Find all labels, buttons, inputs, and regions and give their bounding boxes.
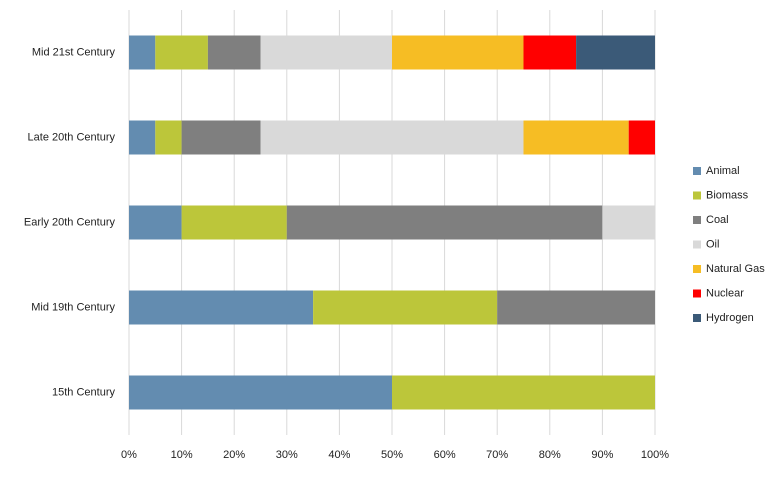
x-tick-label: 20%: [223, 449, 245, 461]
bar-segment: [392, 375, 655, 410]
bar-segment: [392, 35, 524, 70]
legend-label: Oil: [706, 238, 719, 250]
legend-label: Nuclear: [706, 287, 744, 299]
legend-swatch: [693, 191, 701, 200]
legend-swatch: [693, 240, 701, 249]
legend-label: Natural Gas: [706, 263, 765, 275]
bar-segment: [286, 205, 603, 240]
legend-swatch: [693, 289, 701, 298]
bar-segment: [129, 120, 156, 155]
legend-label: Coal: [706, 214, 729, 226]
x-tick-label: 0%: [121, 449, 137, 461]
x-tick-label: 90%: [591, 449, 613, 461]
bar-segment: [155, 120, 182, 155]
bar-segment: [260, 35, 392, 70]
x-tick-label: 70%: [486, 449, 508, 461]
legend-label: Animal: [706, 165, 740, 177]
y-tick-label: Mid 19th Century: [31, 301, 115, 313]
x-tick-label: 10%: [171, 449, 193, 461]
x-tick-label: 40%: [328, 449, 350, 461]
bar-segment: [576, 35, 655, 70]
bar-segment: [628, 120, 655, 155]
bar-segment: [129, 205, 182, 240]
bar-segment: [497, 290, 655, 325]
legend-swatch: [693, 265, 701, 273]
bar-segment: [260, 120, 524, 155]
legend-label: Biomass: [706, 189, 749, 201]
bar-segment: [207, 35, 261, 70]
y-tick-label: Mid 21st Century: [32, 46, 116, 58]
x-tick-label: 50%: [381, 449, 403, 461]
x-tick-label: 60%: [434, 449, 456, 461]
bar-segment: [523, 120, 629, 155]
y-tick-label: Late 20th Century: [28, 131, 116, 143]
x-tick-label: 100%: [641, 449, 669, 461]
y-tick-label: Early 20th Century: [24, 216, 116, 228]
bar-segment: [129, 290, 314, 325]
x-tick-label: 30%: [276, 449, 298, 461]
legend-swatch: [693, 216, 701, 224]
legend-swatch: [693, 167, 701, 175]
bar-segment: [155, 35, 208, 70]
bar-segment: [181, 205, 287, 240]
y-tick-label: 15th Century: [52, 386, 115, 398]
bar-segment: [313, 290, 498, 325]
bar-segment: [602, 205, 655, 240]
legend-swatch: [693, 314, 701, 322]
bar-segment: [129, 35, 156, 70]
bar-segment: [129, 375, 392, 410]
bar-segment: [523, 35, 577, 70]
x-tick-label: 80%: [539, 449, 561, 461]
legend-label: Hydrogen: [706, 312, 754, 324]
bar-segment: [181, 120, 261, 155]
